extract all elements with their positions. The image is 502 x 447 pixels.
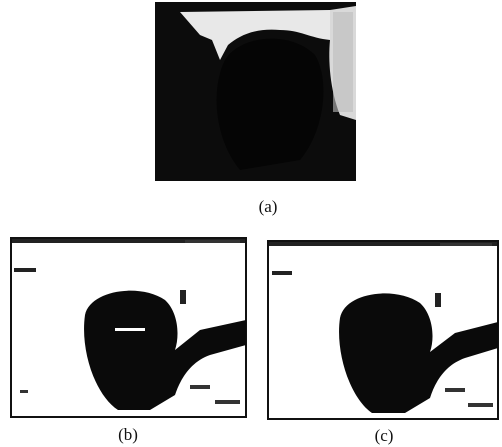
noise xyxy=(20,390,28,393)
panel-a-image xyxy=(155,2,356,181)
noise xyxy=(445,388,465,392)
panel-c-image xyxy=(268,241,498,419)
panel-label: (b) xyxy=(118,425,138,444)
noise xyxy=(190,385,210,389)
noise xyxy=(215,400,240,404)
noise xyxy=(14,268,36,272)
panel-b-image xyxy=(11,238,246,417)
noise xyxy=(440,243,492,246)
noise xyxy=(468,403,493,407)
noise xyxy=(185,240,240,243)
window-region xyxy=(333,12,353,112)
figure: (a) (b) (c) xyxy=(0,0,502,447)
noise xyxy=(180,290,186,304)
noise xyxy=(115,328,145,331)
noise xyxy=(435,293,441,307)
panel-label: (c) xyxy=(375,426,394,445)
panel-label: (a) xyxy=(259,197,278,216)
noise xyxy=(272,271,292,275)
